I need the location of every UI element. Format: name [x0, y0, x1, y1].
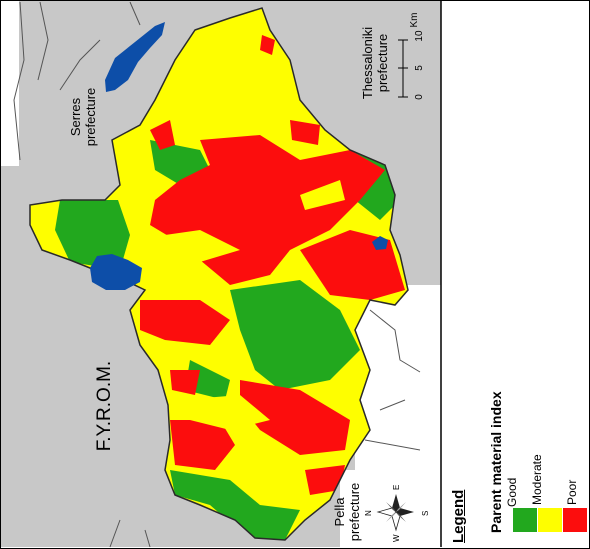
legend-subtitle: Parent material index	[488, 391, 504, 533]
legend-swatch-poor	[563, 508, 587, 532]
label-serres: Serres prefecture	[68, 87, 98, 147]
legend-label-poor: Poor	[565, 479, 579, 505]
scale-bar	[398, 39, 408, 98]
zone-poor-5	[170, 420, 235, 470]
lake-west	[90, 254, 142, 290]
legend-title: Legend	[450, 489, 467, 543]
label-pella: Pella prefecture	[332, 482, 362, 542]
zone-good-3	[230, 280, 360, 390]
neighbor-boundary	[13, 1, 421, 548]
lake-east	[372, 236, 388, 250]
zone-poor-8	[290, 120, 320, 145]
zone-poor-9	[305, 465, 345, 495]
zone-poor-3	[140, 300, 230, 345]
zone-poor-10	[170, 370, 200, 395]
legend-label-good: Good	[505, 477, 519, 507]
zone-good-1	[55, 200, 130, 270]
legend-swatch-good	[513, 508, 537, 532]
zone-poor-6	[150, 120, 175, 150]
compass-s: S	[421, 510, 430, 516]
zone-moderate-strip-1	[130, 230, 240, 262]
legend-swatch-moderate	[538, 508, 562, 532]
scale-tick-10: 10	[414, 30, 425, 42]
scale-tick-0: 0	[414, 94, 425, 100]
zone-poor-4	[240, 380, 350, 455]
compass-w: W	[392, 534, 401, 542]
label-fyrom: F.Y.R.O.M.	[94, 360, 115, 452]
compass-e: E	[392, 484, 401, 490]
scale-tick-5: 5	[414, 65, 425, 71]
compass-rose-icon	[376, 494, 414, 532]
zone-moderate-strip-3	[300, 180, 345, 210]
compass-n: N	[364, 510, 373, 516]
region-border	[29, 7, 409, 541]
zone-good-5	[170, 470, 300, 540]
label-thessaloniki: Thessaloniki prefecture	[360, 26, 390, 100]
lake-north	[105, 22, 165, 92]
sea-area-top-left	[1, 1, 19, 166]
zone-poor-7	[260, 35, 275, 55]
zone-moderate-strip-2	[180, 395, 270, 430]
legend-label-moderate: Moderate	[530, 454, 544, 505]
